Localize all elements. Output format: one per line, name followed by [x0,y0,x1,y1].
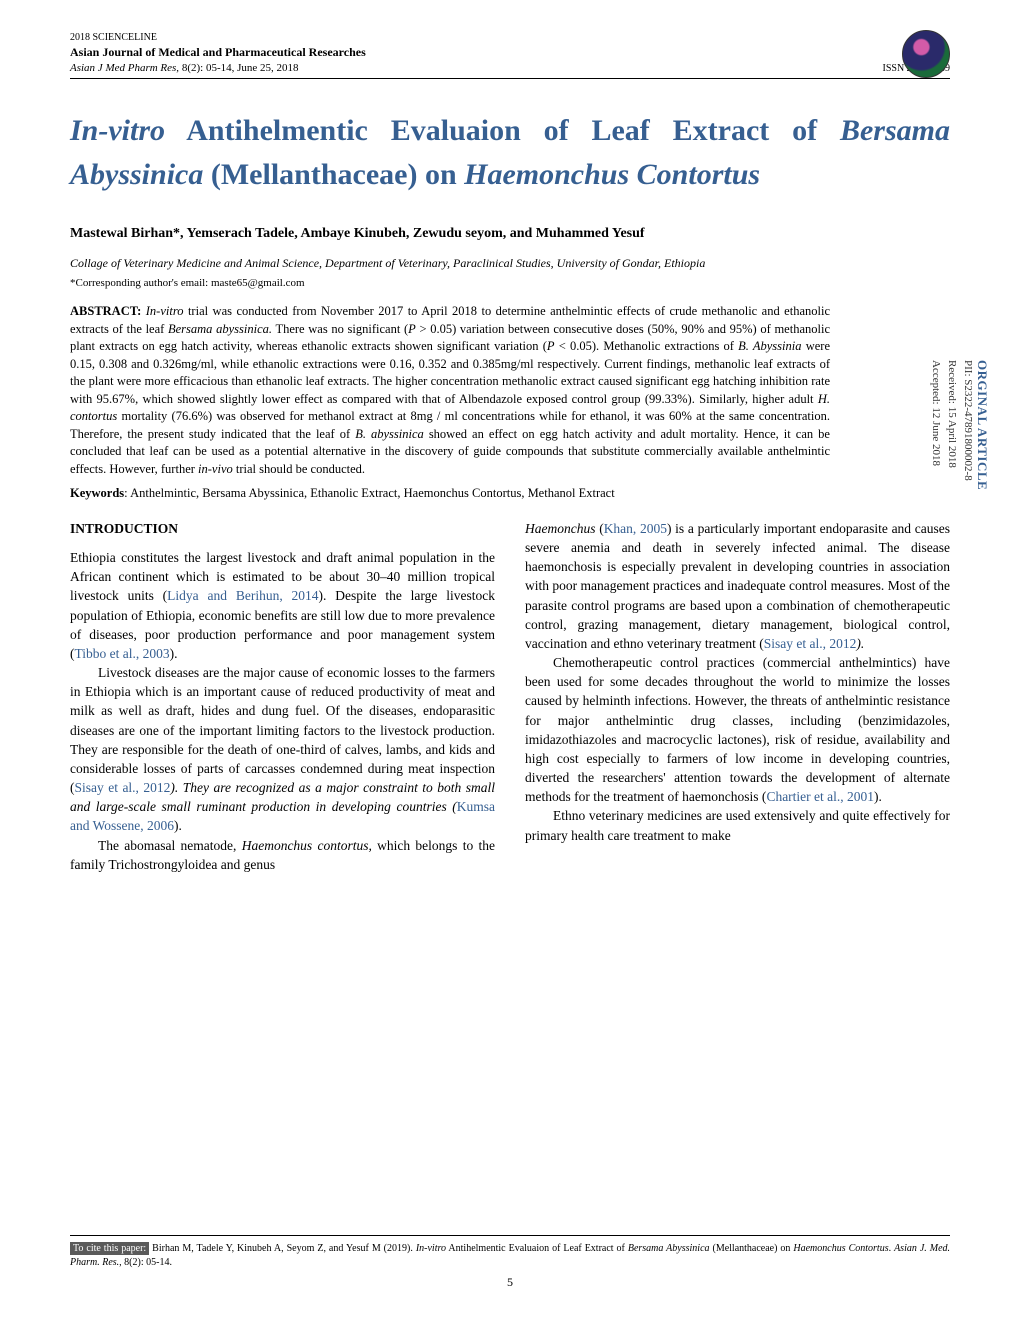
ref-sisay1: Sisay et al., 2012 [75,780,171,795]
rp1it: Haemonchus [525,521,596,536]
intro-p1: Ethiopia constitutes the largest livesto… [70,548,495,663]
cite-tag: To cite this paper: [70,1242,149,1255]
pii: PII: S2322-47891800002-8 [962,360,974,481]
introduction-heading: INTRODUCTION [70,519,495,538]
fa: Birhan M, Tadele Y, Kinubeh A, Seyom Z, … [149,1243,416,1254]
fi: 8(2): 05-14. [122,1257,172,1268]
title-seg1: In-vitro [70,114,165,147]
fb: In-vitro [416,1243,446,1254]
received-date: Received: 15 April 2018 [946,360,958,468]
ab-s4: There was no significant ( [272,322,408,336]
right-column: Haemonchus (Khan, 2005) is a particularl… [525,519,950,874]
ab-s15: in-vivo [198,462,233,476]
keywords-text: : Anthelmintic, Bersama Abyssinica, Etha… [124,486,615,500]
keywords: Keywords: Anthelmintic, Bersama Abyssini… [70,486,950,501]
title-seg2: Antihelmentic Evaluaion of Leaf Extract … [165,114,840,147]
article-title: In-vitro Antihelmentic Evaluaion of Leaf… [70,109,950,196]
r-p2: Chemotherapeutic control practices (comm… [525,653,950,806]
ref-sisay2: Sisay et al., 2012 [764,636,857,651]
journal-logo [902,30,950,78]
ref-lidya: Lidya and Berihun, 2014 [167,588,318,603]
fe: (Mellanthaceae) on [710,1243,794,1254]
citation-footer: To cite this paper: Birhan M, Tadele Y, … [70,1242,950,1269]
r-p3: Ethno veterinary medicines are used exte… [525,806,950,844]
rp1a: ( [596,521,604,536]
ab-s7: P [547,339,555,353]
fd: Bersama Abyssinica [628,1243,710,1254]
p1c: ). [170,646,178,661]
r-p1: Haemonchus (Khan, 2005) is a particularl… [525,519,950,653]
ab-s9: B. Abyssinia [738,339,801,353]
fc: Antihelmentic Evaluaion of Leaf Extract … [446,1243,628,1254]
p2c: ). [174,818,182,833]
side-metadata: ORGINAL ARTICLE PII: S2322-47891800002-8… [930,360,946,580]
title-seg5: Haemonchus Contortus [464,158,760,191]
rp2a: Chemotherapeutic control practices (comm… [525,655,950,804]
header-citation: Asian J Med Pharm Res, 8(2): 05-14, June… [70,62,299,74]
intro-p3: The abomasal nematode, Haemonchus contor… [70,836,495,874]
corresponding-author: *Corresponding author's email: maste65@g… [70,277,950,289]
citation-abbrev: Asian J Med Pharm Res, [70,62,179,74]
left-column: INTRODUCTION Ethiopia constitutes the la… [70,519,495,874]
authors: Mastewal Birhan*, Yemserach Tadele, Amba… [70,226,950,242]
ref-khan: Khan, 2005 [604,521,667,536]
p3it: Haemonchus contortus, [242,838,372,853]
rp1b: ) is a particularly important endoparasi… [525,521,950,651]
ab-s8: < 0.05). Methanolic extractions of [555,339,739,353]
rp1c: ). [856,636,864,651]
ab-s16: trial should be conducted. [233,462,365,476]
ref-tibbo: Tibbo et al., 2003 [75,646,170,661]
ab-s13: B. abyssinica [355,427,424,441]
body-columns: INTRODUCTION Ethiopia constitutes the la… [70,519,950,874]
abstract-head: ABSTRACT: [70,304,146,318]
journal-name: Asian Journal of Medical and Pharmaceuti… [70,45,950,60]
scienceline-label: 2018 SCIENCELINE [70,32,950,43]
affiliation: Collage of Veterinary Medicine and Anima… [70,256,950,271]
ab-s3: Bersama abyssinica. [168,322,272,336]
article-type: ORGINAL ARTICLE [974,360,990,490]
accepted-date: Accepted: 12 June 2018 [930,360,942,466]
ab-s5: P [408,322,416,336]
ff: Haemonchus Contortus [793,1243,888,1254]
page-number: 5 [70,1275,950,1290]
abstract: ABSTRACT: In-vitro trial was conducted f… [70,303,830,478]
footer: To cite this paper: Birhan M, Tadele Y, … [70,1235,950,1290]
rp2b: ). [874,789,882,804]
header-row: Asian J Med Pharm Res, 8(2): 05-14, June… [70,62,950,79]
rp3a: Ethno veterinary medicines are used exte… [525,808,950,842]
ab-s1: In-vitro [146,304,184,318]
ref-chartier: Chartier et al., 2001 [766,789,874,804]
p2a: Livestock diseases are the major cause o… [70,665,495,795]
title-seg4: (Mellanthaceae) on [203,158,464,191]
p3a: The abomasal nematode, [98,838,242,853]
intro-p2: Livestock diseases are the major cause o… [70,663,495,835]
keywords-head: Keywords [70,486,124,500]
citation-rest: 8(2): 05-14, June 25, 2018 [179,62,298,74]
